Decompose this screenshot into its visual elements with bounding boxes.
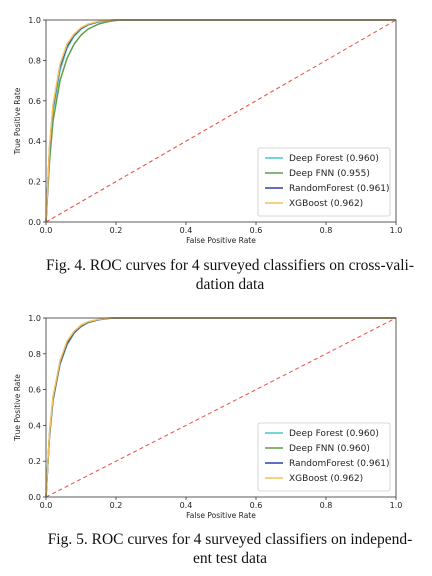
- x-tick-label: 0.4: [180, 226, 193, 235]
- figure-5-caption: Fig. 5. ROC curves for 4 surveyed classi…: [40, 530, 420, 568]
- plot-frame: [45, 19, 397, 223]
- figure-4: 0.0 0.2 0.4 0.6 0.8 1.0 0.0 0.2 0.4 0.6 0.8 1.0 Fals…: [13, 16, 420, 294]
- y-tick-label: 0.0: [28, 218, 41, 227]
- x-tick-label: 0.6: [250, 226, 263, 235]
- x-tick-label: 0.6: [250, 501, 263, 510]
- x-tick-label: 0.8: [320, 226, 333, 235]
- legend-label: Deep FNN (0.955): [289, 169, 370, 179]
- y-tick-label: 1.0: [28, 16, 41, 25]
- figure-4-caption: Fig. 4. ROC curves for 4 surveyed classi…: [40, 256, 420, 294]
- legend-label: Deep Forest (0.960): [289, 429, 379, 439]
- y-tick-label: 1.0: [28, 314, 41, 323]
- x-axis-label: False Positive Rate: [186, 511, 256, 520]
- y-tick-label: 0.4: [28, 137, 41, 146]
- x-tick-label: 0.4: [180, 501, 193, 510]
- figure-5-caption-line-1: Fig. 5. ROC curves for 4 surveyed classi…: [47, 531, 413, 548]
- figure-5-caption-line-2: ent test data: [192, 550, 268, 567]
- y-tick-label: 0.4: [28, 421, 41, 430]
- x-tick-label: 0.0: [40, 226, 53, 235]
- y-tick-label: 0.2: [28, 178, 41, 187]
- y-axis-label: True Positive Rate: [13, 87, 22, 155]
- legend-label: Deep FNN (0.960): [289, 444, 370, 454]
- y-tick-label: 0.0: [28, 493, 41, 502]
- x-tick-label: 0.0: [40, 501, 53, 510]
- roc-chart-cross-validation: 0.0 0.2 0.4 0.6 0.8 1.0 0.0 0.2 0.4 0.6 0.8 1.0 Fals…: [13, 16, 403, 245]
- x-axis-label: False Positive Rate: [186, 236, 256, 245]
- chance-line: [45, 19, 397, 223]
- legend-box: [257, 422, 391, 492]
- y-tick-label: 0.6: [28, 386, 41, 395]
- legend-box: [257, 147, 391, 217]
- x-tick-label: 0.2: [110, 501, 123, 510]
- legend-label: XGBoost (0.962): [289, 474, 363, 484]
- y-tick-label: 0.8: [28, 56, 41, 65]
- roc-chart-independent-test: 0.0 0.2 0.4 0.6 0.8 1.0 0.0 0.2 0.4 0.6 0.8 1.0 Fals…: [13, 314, 403, 520]
- legend-label: XGBoost (0.962): [289, 199, 363, 209]
- x-tick-label: 1.0: [390, 501, 403, 510]
- figure-5: 0.0 0.2 0.4 0.6 0.8 1.0 0.0 0.2 0.4 0.6 0.8 1.0 Fals…: [0, 298, 432, 576]
- figure-4-caption-line-1: Fig. 4. ROC curves for 4 surveyed classi…: [45, 257, 415, 274]
- y-tick-label: 0.2: [28, 457, 41, 466]
- figure-4-caption-line-2: dation data: [195, 276, 265, 293]
- x-tick-label: 0.2: [110, 226, 123, 235]
- y-tick-label: 0.8: [28, 350, 41, 359]
- y-axis-label: True Positive Rate: [13, 374, 22, 442]
- legend-label: Deep Forest (0.960): [289, 154, 379, 164]
- legend-label: RandomForest (0.961): [289, 184, 390, 194]
- y-tick-label: 0.6: [28, 97, 41, 106]
- plot-frame: [45, 317, 397, 498]
- chance-line: [45, 317, 397, 498]
- x-tick-label: 1.0: [390, 226, 403, 235]
- x-tick-label: 0.8: [320, 501, 333, 510]
- legend-label: RandomForest (0.961): [289, 459, 390, 469]
